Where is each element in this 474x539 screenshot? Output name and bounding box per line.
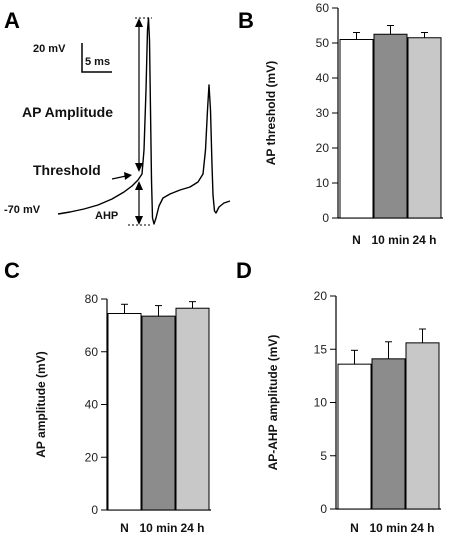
ahp-arrowhead-bottom: [135, 216, 143, 225]
panel-c-category-label: 10 min: [139, 521, 177, 535]
panel-d-y-tick-label: 20: [314, 289, 328, 303]
panel-c-bar-1: [107, 313, 142, 511]
panel-b-y-tick-label: 50: [316, 36, 330, 50]
panel-c-category-label: N: [120, 521, 129, 535]
panel-b-category-label: 24 h: [412, 233, 436, 247]
panel-b-chart: B 0 10 20 30 40 50 60 AP threshold (mV) N 10 min 2…: [238, 1, 443, 247]
panel-d-y-tick-label: 10: [314, 396, 328, 410]
amplitude-arrowhead-bottom: [135, 163, 143, 172]
panel-c-y-tick-label: 20: [85, 450, 99, 464]
panel-d-chart: D 0 5 10 15 20 AP-AHP amplitude (mV) N 10 min 24…: [236, 258, 441, 535]
panel-b-bar-1: [339, 39, 374, 219]
panel-d-y-axis-label: AP-AHP amplitude (mV): [266, 335, 280, 471]
ahp-label: AHP: [95, 210, 118, 222]
threshold-pointer-head: [124, 172, 132, 180]
panel-c-letter: C: [4, 258, 20, 283]
panel-b-y-tick-label: 30: [316, 106, 330, 120]
panel-d-bar-3: [405, 342, 440, 510]
panel-b-y-tick-label: 0: [322, 211, 329, 225]
panel-b-y-tick-label: 60: [316, 1, 330, 15]
panel-b-category-label: N: [352, 233, 361, 247]
panel-b-bar-2: [373, 33, 408, 219]
ahp-arrowhead-top: [135, 181, 143, 190]
panel-b-y-axis-label: AP threshold (mV): [264, 61, 278, 165]
panel-d-letter: D: [236, 258, 252, 283]
panel-d-bar-1: [337, 363, 372, 510]
panel-d-y-tick-label: 5: [320, 449, 327, 463]
panel-b-y-tick-label: 20: [316, 141, 330, 155]
panel-d-y-tick-label: 0: [320, 502, 327, 516]
scale-ms-label: 5 ms: [85, 56, 110, 68]
panel-d-category-label: 10 min: [369, 521, 407, 535]
threshold-label: Threshold: [33, 162, 101, 178]
panel-c-y-tick-label: 60: [85, 345, 99, 359]
panel-c-y-tick-label: 40: [85, 398, 99, 412]
scale-bar: [81, 43, 112, 73]
panel-a: A 20 mV 5 ms AP Amplitude Threshold -70 …: [4, 8, 231, 226]
ap-amplitude-label: AP Amplitude: [22, 104, 113, 120]
panel-b-bar-3: [407, 37, 442, 219]
panel-b-y-tick-label: 10: [316, 176, 330, 190]
panel-a-letter: A: [4, 8, 20, 33]
panel-c-chart: C 0 20 40 60 80 AP amplitude (mV) N 10 min 24 h: [4, 258, 211, 535]
panel-b-y-tick-label: 40: [316, 71, 330, 85]
panel-b-category-label: 10 min: [371, 233, 409, 247]
panel-d-bar-2: [371, 358, 406, 510]
threshold-pointer: [111, 175, 127, 180]
scale-mv-label: 20 mV: [33, 43, 66, 55]
amplitude-arrowhead-top: [135, 18, 143, 27]
panel-c-y-tick-label: 0: [91, 503, 98, 517]
panel-c-y-tick-label: 80: [85, 292, 99, 306]
ap-trace: [57, 17, 231, 225]
panel-b-letter: B: [238, 8, 254, 33]
panel-d-y-tick-label: 15: [314, 342, 328, 356]
panel-c-bar-3: [175, 307, 210, 511]
panel-d-category-label: 24 h: [410, 521, 434, 535]
panel-c-bar-2: [141, 315, 176, 511]
panel-c-y-axis-label: AP amplitude (mV): [34, 351, 48, 457]
panel-c-category-label: 24 h: [180, 521, 204, 535]
panel-d-category-label: N: [350, 521, 359, 535]
rest-potential-label: -70 mV: [4, 204, 41, 216]
